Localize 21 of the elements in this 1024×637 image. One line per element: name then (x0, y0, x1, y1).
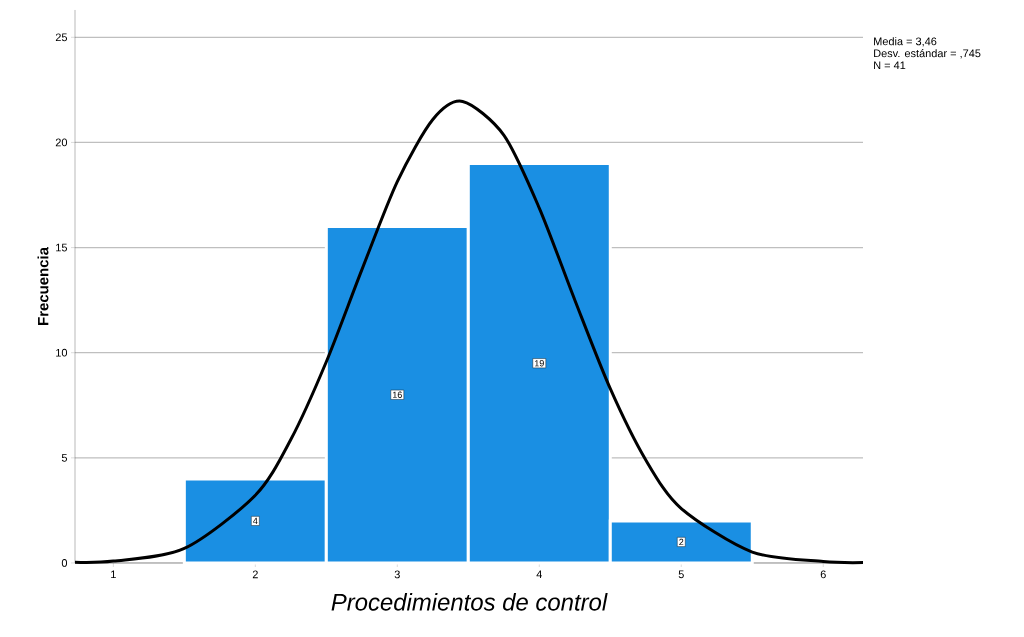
text: N = 41 (874, 61, 906, 70)
data-label: 4 (253, 517, 258, 525)
y-tick-label: 20 (55, 138, 68, 147)
y-tick-label: 25 (55, 33, 68, 42)
x-tick-label: 4 (536, 570, 543, 579)
x-tick-label: 6 (820, 570, 826, 579)
x-axis-title: Procedimientos de control (331, 593, 608, 611)
text: Media = 3,46 (874, 37, 937, 47)
y-axis-title: Frecuencia (37, 246, 49, 325)
x-tick-label: 3 (394, 570, 400, 579)
data-label: 2 (679, 538, 684, 546)
y-tick-label: 0 (61, 559, 68, 567)
x-tick-label: 2 (252, 570, 258, 579)
y-tick-label: 15 (56, 243, 68, 252)
x-tick-label: 1 (111, 570, 116, 579)
data-label: 16 (393, 391, 402, 398)
text: Desv. estándar = ,745 (874, 49, 981, 59)
data-label: 19 (534, 360, 544, 367)
y-tick-label: 5 (61, 454, 68, 462)
x-tick-label: 5 (678, 570, 684, 579)
y-tick-label: 10 (56, 348, 68, 357)
